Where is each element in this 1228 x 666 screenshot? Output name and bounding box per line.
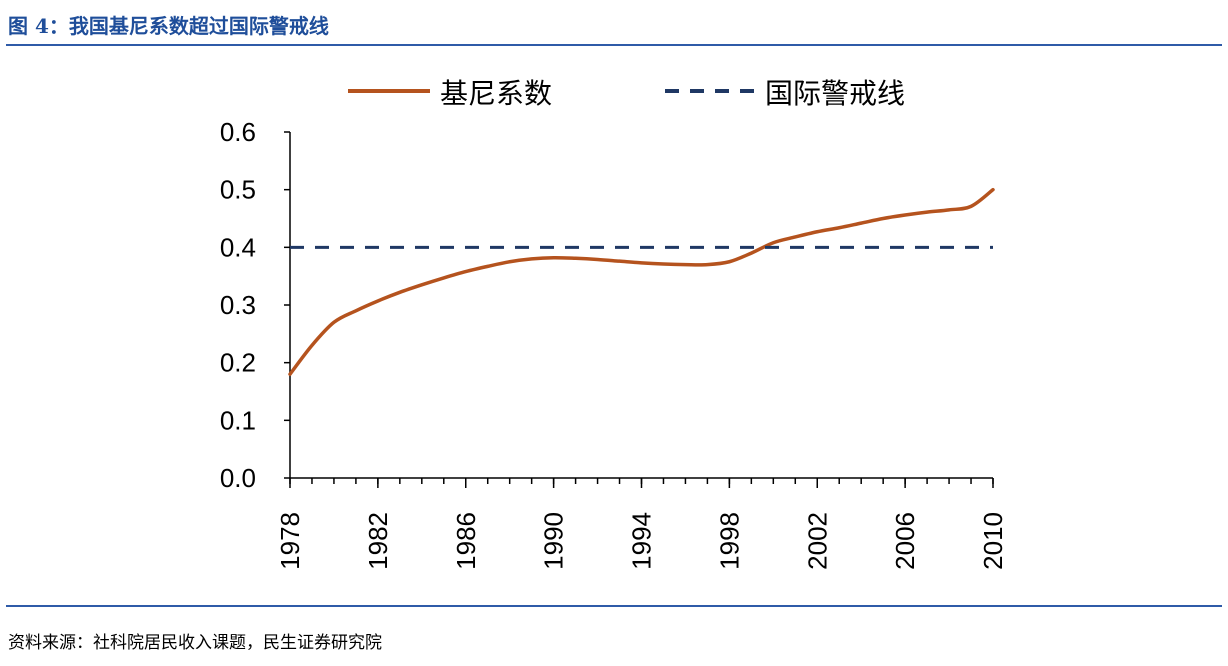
gini-line-chart: 基尼系数 国际警戒线 0.0 0.1 0.2 0.3 0.4 0.5 0.6 1978 1982…	[220, 78, 1008, 570]
bottom-divider	[6, 605, 1222, 607]
y-tick-label: 0.6	[220, 117, 256, 147]
x-tick-label: 2002	[802, 512, 832, 570]
x-tick-label: 2010	[978, 512, 1008, 570]
y-tick-label: 0.3	[220, 290, 256, 320]
x-tick-label: 1998	[714, 512, 744, 570]
y-tick-label: 0.4	[220, 232, 256, 262]
chart-plot-area	[288, 187, 995, 376]
legend-label-gini: 基尼系数	[440, 78, 552, 109]
x-tick-label: 1982	[363, 512, 393, 570]
legend-label-warning-line: 国际警戒线	[765, 78, 905, 109]
y-tick-label: 0.5	[220, 175, 256, 205]
x-tick-label: 1978	[275, 512, 305, 570]
x-tick-label: 1990	[539, 512, 569, 570]
chart-axes: 0.0 0.1 0.2 0.3 0.4 0.5 0.6 1978 1982 1986 1990 199…	[220, 117, 1008, 570]
x-tick-label: 1986	[451, 512, 481, 570]
x-tick-label: 2006	[890, 512, 920, 570]
figure-title: 图 4：我国基尼系数超过国际警戒线	[8, 14, 329, 38]
y-tick-label: 0.2	[220, 348, 256, 378]
gini-coefficient-series	[288, 187, 995, 376]
x-tick-label: 1994	[627, 512, 657, 570]
y-tick-label: 0.1	[220, 405, 256, 435]
y-tick-label: 0.0	[220, 463, 256, 493]
top-divider	[6, 44, 1222, 46]
source-note: 资料来源：社科院居民收入课题，民生证券研究院	[8, 633, 382, 653]
chart-legend: 基尼系数 国际警戒线	[348, 78, 905, 109]
